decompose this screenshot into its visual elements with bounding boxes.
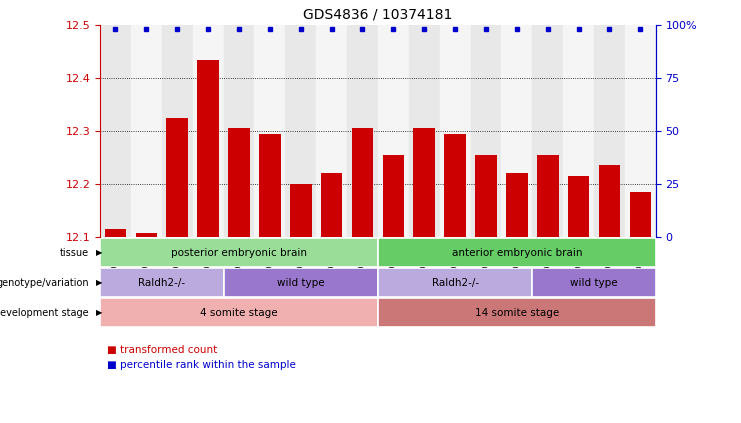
Text: ■ percentile rank within the sample: ■ percentile rank within the sample bbox=[107, 360, 296, 370]
Text: ▶: ▶ bbox=[96, 278, 103, 287]
Bar bbox=[378, 268, 532, 297]
Bar bbox=[100, 238, 378, 267]
Bar bbox=[100, 268, 224, 297]
Text: 4 somite stage: 4 somite stage bbox=[200, 308, 278, 318]
Bar bbox=[352, 129, 373, 237]
Bar bbox=[532, 25, 563, 237]
Bar bbox=[254, 25, 285, 237]
Text: Raldh2-/-: Raldh2-/- bbox=[431, 277, 479, 288]
Bar bbox=[445, 134, 466, 237]
Bar bbox=[347, 25, 378, 237]
Text: wild type: wild type bbox=[571, 277, 618, 288]
Bar bbox=[100, 25, 131, 237]
Text: 14 somite stage: 14 somite stage bbox=[475, 308, 559, 318]
Bar bbox=[439, 25, 471, 237]
Bar bbox=[193, 25, 224, 237]
Bar bbox=[568, 176, 589, 237]
Bar bbox=[100, 298, 378, 327]
Bar bbox=[316, 25, 347, 237]
Bar bbox=[131, 25, 162, 237]
Bar bbox=[378, 238, 656, 267]
Bar bbox=[475, 155, 496, 237]
Text: development stage: development stage bbox=[0, 308, 89, 318]
Bar bbox=[228, 129, 250, 237]
Bar bbox=[290, 184, 311, 237]
Bar bbox=[378, 298, 656, 327]
Bar bbox=[162, 25, 193, 237]
Bar bbox=[197, 60, 219, 237]
Bar bbox=[382, 155, 404, 237]
Text: Raldh2-/-: Raldh2-/- bbox=[139, 277, 185, 288]
Bar bbox=[167, 118, 188, 237]
Text: anterior embryonic brain: anterior embryonic brain bbox=[451, 247, 582, 258]
Bar bbox=[224, 268, 378, 297]
Text: ■ transformed count: ■ transformed count bbox=[107, 345, 218, 355]
Bar bbox=[630, 192, 651, 237]
Text: ▶: ▶ bbox=[96, 308, 103, 317]
Bar bbox=[625, 25, 656, 237]
Bar bbox=[224, 25, 254, 237]
Bar bbox=[409, 25, 439, 237]
Title: GDS4836 / 10374181: GDS4836 / 10374181 bbox=[303, 8, 453, 22]
Bar bbox=[259, 134, 281, 237]
Bar bbox=[413, 129, 435, 237]
Bar bbox=[599, 165, 620, 237]
Bar bbox=[378, 25, 409, 237]
Bar bbox=[563, 25, 594, 237]
Bar bbox=[537, 155, 559, 237]
Bar bbox=[506, 173, 528, 237]
Bar bbox=[532, 268, 656, 297]
Bar bbox=[502, 25, 532, 237]
Bar bbox=[594, 25, 625, 237]
Bar bbox=[471, 25, 502, 237]
Text: wild type: wild type bbox=[277, 277, 325, 288]
Bar bbox=[285, 25, 316, 237]
Text: genotype/variation: genotype/variation bbox=[0, 277, 89, 288]
Text: tissue: tissue bbox=[60, 247, 89, 258]
Bar bbox=[104, 229, 126, 237]
Text: posterior embryonic brain: posterior embryonic brain bbox=[171, 247, 307, 258]
Bar bbox=[321, 173, 342, 237]
Bar bbox=[136, 233, 157, 237]
Text: ▶: ▶ bbox=[96, 248, 103, 257]
